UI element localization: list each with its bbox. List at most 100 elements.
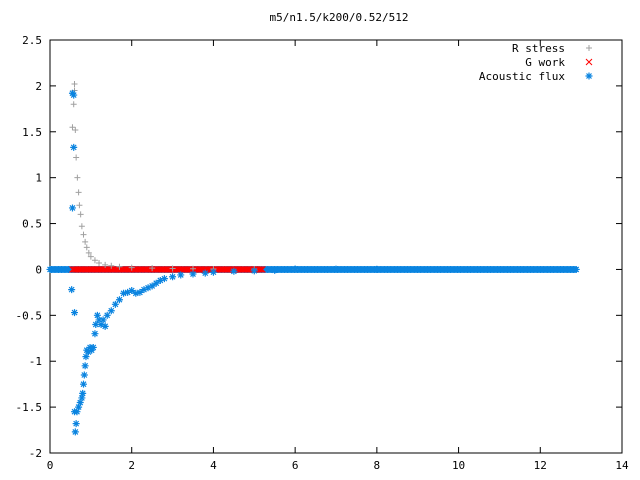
acoustic-flux-point — [82, 353, 90, 361]
acoustic-flux-point — [76, 399, 84, 407]
r-stress-point — [128, 264, 135, 271]
r-stress-point — [73, 154, 80, 161]
y-tick-label: -1.5 — [16, 401, 43, 414]
acoustic-flux-point — [152, 279, 160, 287]
acoustic-flux-point — [169, 273, 177, 281]
acoustic-flux-point — [189, 270, 197, 278]
acoustic-flux-point — [92, 321, 100, 329]
acoustic-flux-point — [291, 265, 299, 273]
acoustic-flux-point — [572, 265, 580, 273]
acoustic-flux-point — [88, 346, 96, 354]
x-tick-label: 12 — [534, 459, 547, 472]
acoustic-flux-point — [80, 380, 88, 388]
acoustic-flux-series — [68, 89, 381, 436]
acoustic-flux-point — [332, 265, 340, 273]
y-tick-label: 0 — [35, 263, 42, 276]
r-stress-point — [76, 202, 83, 209]
g-work-point — [256, 266, 264, 273]
g-work-point — [259, 266, 266, 273]
acoustic-flux-point — [101, 322, 109, 330]
acoustic-flux-point — [230, 267, 238, 275]
legend-marker — [586, 45, 592, 51]
x-tick-label: 2 — [128, 459, 135, 472]
r-stress-point — [102, 261, 109, 268]
r-stress-point — [75, 189, 82, 196]
acoustic-flux-point — [84, 348, 92, 356]
y-tick-label: 0.5 — [22, 218, 42, 231]
r-stress-point — [82, 238, 89, 245]
acoustic-flux-point — [81, 362, 89, 370]
r-stress-point — [149, 265, 156, 272]
x-tick-label: 6 — [292, 459, 299, 472]
r-stress-point — [91, 257, 98, 264]
legend-marker — [585, 72, 593, 80]
r-stress-point — [83, 244, 90, 251]
r-stress-point — [74, 174, 81, 181]
acoustic-flux-point — [78, 394, 86, 402]
y-tick-label: -2 — [29, 447, 42, 460]
acoustic-flux-point — [136, 288, 144, 296]
acoustic-flux-point — [103, 311, 111, 319]
legend-marker — [585, 58, 593, 66]
acoustic-flux-point — [373, 265, 381, 273]
acoustic-flux-point — [99, 316, 107, 324]
legend-marks — [585, 45, 593, 80]
acoustic-flux-point — [71, 309, 79, 317]
y-tick-label: 2 — [35, 80, 42, 93]
x-tick-label: 0 — [47, 459, 54, 472]
g-work-series — [69, 266, 266, 273]
acoustic-flux-point — [132, 289, 140, 297]
acoustic-flux-point — [140, 286, 148, 294]
x-tick-label: 8 — [374, 459, 381, 472]
acoustic-flux-point — [111, 300, 119, 308]
x-tick-label: 10 — [452, 459, 465, 472]
x-tick-label: 4 — [210, 459, 217, 472]
x-tick-label: 14 — [615, 459, 629, 472]
r-stress-point — [77, 211, 84, 218]
legend-label-acoustic-flux: Acoustic flux — [479, 70, 565, 83]
y-tick-label: -0.5 — [16, 309, 43, 322]
acoustic-flux-point — [70, 143, 78, 151]
acoustic-flux-point — [73, 408, 81, 416]
acoustic-flux-point — [209, 268, 217, 276]
axis-ticks: 0 2 4 6 8 10 12 14 -2 -1.5 -1 -0.5 0 0.5 1 1.5 2 2.5 — [16, 34, 629, 472]
r-stress-point — [71, 81, 78, 88]
acoustic-flux-point — [72, 420, 80, 428]
acoustic-flux-point — [120, 289, 128, 297]
g-work-point — [257, 266, 265, 273]
legend-label-g-work: G work — [525, 56, 565, 69]
r-stress-point — [72, 126, 79, 133]
acoustic-flux-point — [144, 284, 152, 292]
acoustic-flux-point — [68, 204, 76, 212]
acoustic-flux-point — [93, 311, 101, 319]
acoustic-flux-point — [201, 269, 209, 277]
data-marks — [46, 81, 580, 436]
y-tick-label: 1 — [35, 172, 42, 185]
acoustic-flux-point — [80, 371, 88, 379]
r-stress-point — [69, 124, 76, 131]
r-stress-point — [108, 262, 115, 269]
acoustic-flux-point — [75, 403, 83, 411]
r-stress-point — [96, 260, 103, 267]
r-stress-point — [78, 223, 85, 230]
acoustic-flux-point — [124, 288, 132, 296]
acoustic-flux-point — [107, 307, 115, 315]
acoustic-flux-point — [79, 389, 87, 397]
acoustic-flux-point — [128, 287, 136, 295]
r-stress-point — [85, 249, 92, 256]
r-stress-point — [169, 265, 176, 272]
r-stress-point — [87, 253, 94, 260]
acoustic-flux-point — [177, 271, 185, 279]
y-tick-label: 2.5 — [22, 34, 42, 47]
acoustic-flux-point — [97, 321, 105, 329]
acoustic-flux-point — [156, 276, 164, 284]
acoustic-flux-point — [68, 286, 76, 294]
plot-frame — [49, 39, 623, 454]
r-stress-point — [70, 101, 77, 108]
acoustic-flux-point — [70, 91, 78, 99]
acoustic-flux-point — [271, 266, 279, 274]
chart-title: m5/n1.5/k200/0.52/512 — [269, 11, 408, 24]
legend-label-r-stress: R stress — [512, 42, 565, 55]
acoustic-flux-point — [89, 343, 97, 351]
